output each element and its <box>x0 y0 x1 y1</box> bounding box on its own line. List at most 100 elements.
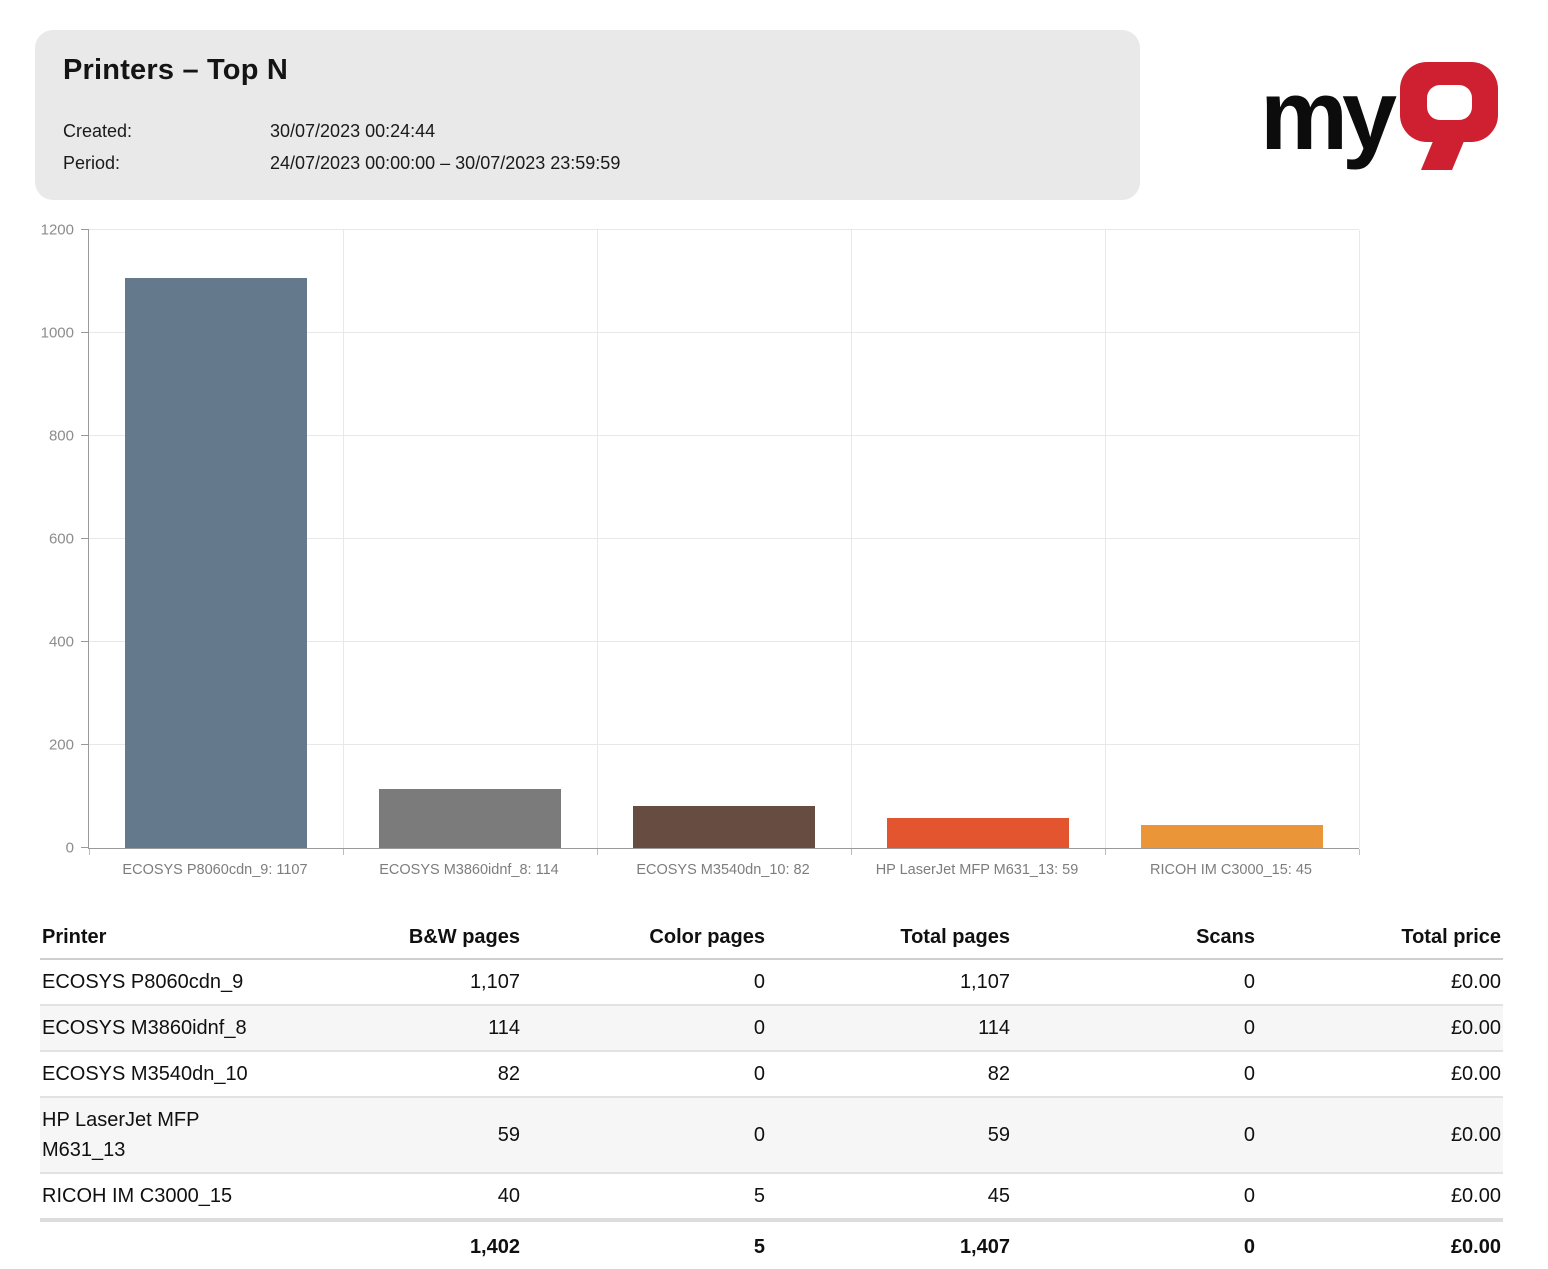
totals-cell: 1,407 <box>767 1218 1012 1269</box>
table-row: ECOSYS M3860idnf_8 114 0 114 0 £0.00 <box>40 1005 1503 1052</box>
v-gridline <box>851 230 852 848</box>
totals-cell: 0 <box>1012 1218 1257 1269</box>
printer-name-cell: ECOSYS P8060cdn_9 <box>40 959 260 1006</box>
x-category-label: HP LaserJet MFP M631_13: 59 <box>875 862 1079 878</box>
totals-cell: £0.00 <box>1257 1218 1503 1269</box>
table-cell: 5 <box>753 1185 765 1207</box>
period-row: Period: 24/07/2023 00:00:00 – 30/07/2023 … <box>63 153 620 174</box>
table-row: ECOSYS M3540dn_10 82 0 82 0 £0.00 <box>40 1051 1503 1098</box>
v-gridline <box>343 230 344 848</box>
bar-ECOSYS P8060cdn_9 <box>124 277 308 848</box>
table-cell: 114 <box>260 1005 522 1052</box>
printer-name-cell: HP LaserJet MFP M631_13 <box>40 1097 260 1174</box>
totals-cell <box>40 1218 260 1269</box>
y-tick-mark <box>81 229 89 230</box>
column-header-total-pages: Total pages <box>767 920 1012 960</box>
column-header-color-pages: Color pages <box>522 920 767 960</box>
table-cell: 0 <box>522 1097 767 1174</box>
bar-HP LaserJet MFP M631_13 <box>886 817 1070 848</box>
y-tick-mark <box>81 332 89 333</box>
column-header-scans: Scans <box>1012 920 1257 960</box>
x-tick-mark <box>89 849 90 855</box>
table-header-row: Printer B&W pages Color pages Total pages Sc… <box>40 920 1503 960</box>
page-title: Printers – Top N <box>63 54 289 86</box>
report-header-card: Printers – Top N Created: 30/07/2023 00:2… <box>35 30 1140 200</box>
y-tick-mark <box>81 847 89 848</box>
h-gridline <box>89 435 1359 436</box>
created-label: Created: <box>63 121 133 141</box>
v-gridline <box>597 230 598 848</box>
y-tick-label: 1200 <box>40 221 74 239</box>
table-totals-row: 1,402 5 1,407 0 £0.00 <box>40 1218 1503 1269</box>
printer-name-cell: RICOH IM C3000_15 <box>42 1185 233 1207</box>
x-tick-mark <box>1105 849 1106 855</box>
y-tick-mark <box>81 744 89 745</box>
logo-my-text: my <box>1260 59 1397 170</box>
table-cell: 0 <box>1243 1185 1255 1207</box>
y-tick-label: 0 <box>65 839 74 857</box>
table-cell: 114 <box>767 1005 1012 1052</box>
y-axis-labels: 0 200 400 600 800 1000 1200 <box>0 222 78 857</box>
h-gridline <box>89 538 1359 539</box>
v-gridline <box>1359 230 1360 848</box>
period-value: 24/07/2023 00:00:00 – 30/07/2023 23:59:5… <box>270 153 621 173</box>
h-gridline <box>89 332 1359 333</box>
table-cell: 45 <box>987 1185 1010 1207</box>
x-category-label: ECOSYS M3860idnf_8: 114 <box>379 862 559 878</box>
period-label: Period: <box>63 153 121 173</box>
table-cell: 82 <box>260 1051 522 1098</box>
table-cell: 0 <box>1012 959 1257 1006</box>
y-tick-label: 400 <box>48 633 74 651</box>
h-gridline <box>89 229 1359 230</box>
printers-table: Printer B&W pages Color pages Total pages Sc… <box>40 920 1503 1269</box>
y-tick-mark <box>81 435 89 436</box>
table-cell: £0.00 <box>1450 1185 1501 1207</box>
logo-q-icon <box>1400 62 1499 170</box>
table-row: HP LaserJet MFP M631_13 59 0 59 0 £0.00 <box>40 1097 1503 1174</box>
column-header-b-w-pages: B&W pages <box>260 920 522 960</box>
column-header-printer: Printer <box>40 920 260 960</box>
table-cell: £0.00 <box>1257 1005 1503 1052</box>
x-category-label: ECOSYS M3540dn_10: 82 <box>636 862 810 878</box>
table-cell: 0 <box>1012 1005 1257 1052</box>
h-gridline <box>89 744 1359 745</box>
printer-name-cell: ECOSYS M3860idnf_8 <box>40 1005 260 1052</box>
x-tick-mark <box>597 849 598 855</box>
x-axis-labels: ECOSYS P8060cdn_9: 1107 ECOSYS M3860idnf_… <box>88 862 1358 886</box>
bar-RICOH IM C3000_15 <box>1140 824 1324 848</box>
h-gridline <box>89 641 1359 642</box>
table-cell: 0 <box>522 959 767 1006</box>
x-tick-mark <box>1359 849 1360 855</box>
table-cell: 82 <box>767 1051 1012 1098</box>
x-category-label: ECOSYS P8060cdn_9: 1107 <box>122 862 308 878</box>
table-cell: 40 <box>497 1185 520 1207</box>
bar-ECOSYS M3540dn_10 <box>632 805 816 848</box>
table-cell: 59 <box>260 1097 522 1174</box>
table-cell: 0 <box>522 1005 767 1052</box>
created-row: Created: 30/07/2023 00:24:44 <box>63 121 435 142</box>
table-cell: 59 <box>767 1097 1012 1174</box>
totals-cell: 1,402 <box>260 1218 522 1269</box>
v-gridline <box>1105 230 1106 848</box>
y-tick-label: 200 <box>48 736 74 754</box>
chart-plot-area <box>81 229 1360 855</box>
x-tick-mark <box>343 849 344 855</box>
printer-name-cell: ECOSYS M3540dn_10 <box>40 1051 260 1098</box>
table-cell: £0.00 <box>1257 1097 1503 1174</box>
bar-chart: 0 200 400 600 800 1000 1200 ECOSYS P8060cdn_9:… <box>0 222 1548 894</box>
table-row: ECOSYS P8060cdn_9 1,107 0 1,107 0 £0.00 <box>40 959 1503 1006</box>
bar-ECOSYS M3860idnf_8 <box>378 789 562 848</box>
y-tick-mark <box>81 538 89 539</box>
x-category-label: RICOH IM C3000_15: 45 <box>1150 862 1312 878</box>
table-cell: £0.00 <box>1257 1051 1503 1098</box>
y-tick-label: 600 <box>48 530 74 548</box>
created-value: 30/07/2023 00:24:44 <box>270 121 436 141</box>
table-cell: £0.00 <box>1257 959 1503 1006</box>
y-tick-mark <box>81 641 89 642</box>
table-cell: 1,107 <box>767 959 1012 1006</box>
y-tick-label: 1000 <box>40 324 74 342</box>
x-tick-mark <box>851 849 852 855</box>
table-cell: 0 <box>1012 1097 1257 1174</box>
y-tick-label: 800 <box>48 427 74 445</box>
table-cell: 1,107 <box>260 959 522 1006</box>
